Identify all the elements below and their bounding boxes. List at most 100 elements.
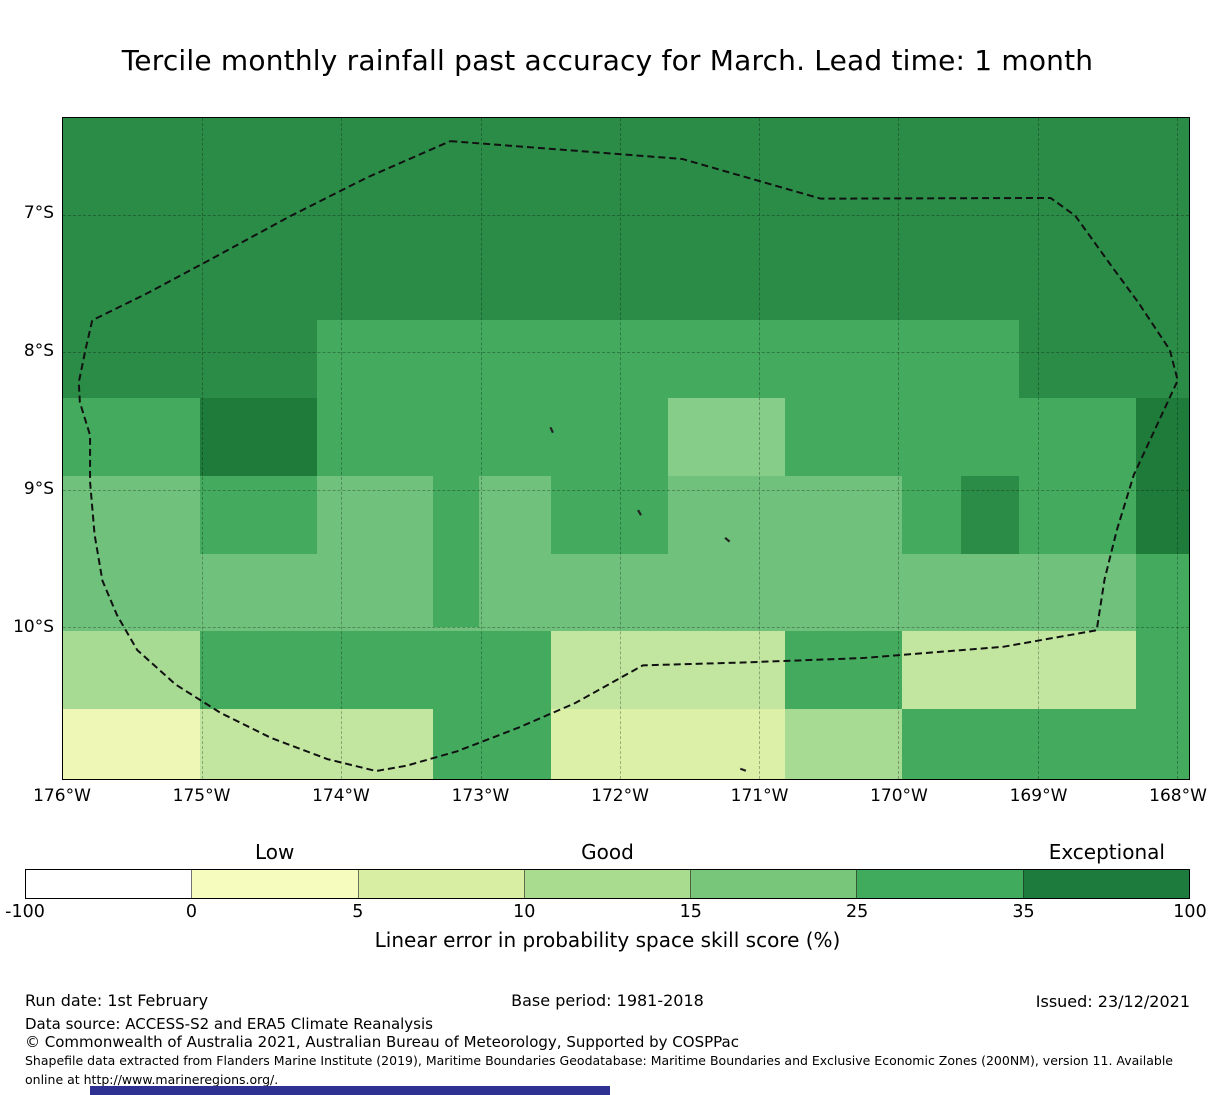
map-cell [551, 320, 668, 399]
x-tick-label: 176°W [33, 786, 91, 806]
map-cells-layer [63, 118, 1189, 779]
map-cell [901, 553, 1020, 632]
map-cell [63, 118, 82, 165]
map-cell [1019, 475, 1137, 554]
map-cell [551, 164, 668, 243]
copyright-text: © Commonwealth of Australia 2021, Austra… [25, 1033, 739, 1051]
map-cell [551, 398, 668, 476]
gridline [759, 118, 761, 779]
map-cell [551, 242, 668, 321]
map-cell [961, 475, 1020, 554]
gridline [1177, 118, 1179, 779]
x-tick-label: 170°W [870, 786, 928, 806]
map-cell [901, 242, 1020, 321]
x-tick-label: 168°W [1149, 786, 1207, 806]
gridline [63, 627, 1189, 629]
map-cell [784, 709, 902, 779]
map-cell [1019, 164, 1137, 243]
map-cell [316, 242, 434, 321]
colorbar-segment [691, 870, 858, 898]
map-cell [1136, 118, 1189, 165]
map-cell [81, 398, 200, 476]
map-cell [433, 164, 552, 243]
map-cell [199, 398, 317, 476]
gridline [202, 118, 204, 779]
map-cell [784, 398, 902, 476]
map-cell [63, 398, 82, 476]
map-cell [667, 118, 785, 165]
map-cell [81, 475, 200, 554]
map-cell [316, 631, 434, 710]
colorbar-tick-label: 15 [679, 902, 702, 922]
map-cell [1019, 553, 1137, 632]
map-cell [316, 398, 434, 476]
map-cell [199, 118, 317, 165]
map-cell [784, 242, 902, 321]
x-tick-label: 173°W [451, 786, 510, 806]
map-cell [81, 164, 200, 243]
map-cell [316, 553, 434, 632]
eez-boundary [77, 140, 1179, 773]
x-tick-label: 172°W [591, 786, 649, 806]
map-cell [784, 320, 902, 399]
map-cell [433, 631, 552, 710]
map-cell [316, 164, 434, 243]
colorbar-segment [358, 870, 525, 898]
map-cell [63, 709, 82, 779]
map-cell [784, 553, 902, 632]
gridline [63, 214, 1189, 216]
island-mark [637, 509, 642, 516]
map-cell [1136, 553, 1189, 632]
map-cell [1136, 398, 1189, 476]
map-cell [1019, 631, 1137, 710]
map-cell [199, 631, 317, 710]
map-cell [551, 709, 668, 779]
map-cell [667, 475, 785, 554]
map-cell [551, 553, 668, 632]
x-tick-label: 175°W [172, 786, 231, 806]
map-cell [199, 164, 317, 243]
eez-overlay [77, 140, 1179, 773]
map-cell [1019, 398, 1137, 476]
map-cell [81, 320, 200, 399]
map-cell [63, 164, 82, 243]
base-period-text: Base period: 1981-2018 [511, 991, 704, 1010]
x-tick-label: 169°W [1009, 786, 1068, 806]
issued-text: Issued: 23/12/2021 [1035, 992, 1190, 1011]
map-cell [81, 242, 200, 321]
colorbar-tick-label: 0 [185, 902, 197, 922]
map-cell [784, 475, 902, 554]
map-cell [1019, 242, 1137, 321]
run-date-text: Run date: 1st February [25, 991, 209, 1010]
data-source-text: Data source: ACCESS-S2 and ERA5 Climate … [25, 1015, 433, 1033]
gridline [1037, 118, 1039, 779]
map-cell [901, 398, 1020, 476]
map-cell [63, 475, 82, 554]
map-cell [667, 553, 785, 632]
gridline [63, 489, 1189, 491]
colorbar-axis-label: Linear error in probability space skill … [374, 928, 841, 952]
map-cell [433, 709, 552, 779]
map-cell [81, 709, 200, 779]
map-cell [667, 320, 785, 399]
map-cell [316, 320, 434, 399]
colorbar-category-label: Good [581, 840, 634, 864]
colorbar-segment [192, 870, 359, 898]
map-cell [63, 242, 82, 321]
map-cell [433, 242, 552, 321]
y-tick-label: 10°S [13, 616, 54, 637]
map-cell [316, 475, 434, 554]
map-cell [81, 553, 200, 632]
map-cell [1136, 164, 1189, 243]
map-cell [63, 553, 82, 632]
colorbar [25, 869, 1190, 899]
shapefile-note-text: Shapefile data extracted from Flanders M… [25, 1053, 1173, 1087]
map-canvas [62, 117, 1190, 780]
map-cell [199, 475, 317, 554]
map-cell [433, 398, 552, 476]
footer-accent-bar [90, 1086, 610, 1095]
colorbar-tick-label: 100 [1173, 902, 1207, 922]
map-cell [1019, 709, 1137, 779]
map-gridlines-layer [63, 118, 1189, 779]
colorbar-tick-label: -100 [5, 902, 45, 922]
